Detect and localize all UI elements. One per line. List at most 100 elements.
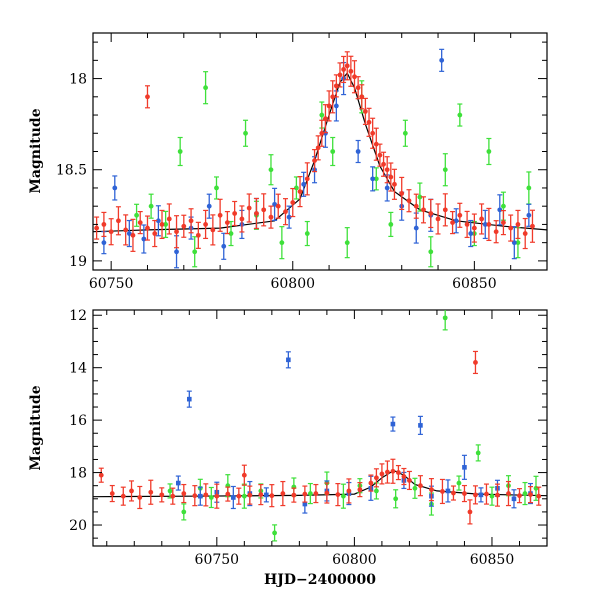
data-point — [263, 487, 269, 503]
data-point — [246, 193, 252, 223]
data-point — [304, 220, 310, 247]
data-point — [228, 220, 234, 247]
data-point — [337, 62, 343, 88]
data-point — [340, 483, 346, 509]
data-point — [181, 214, 187, 238]
data-point — [144, 85, 150, 109]
data-point — [522, 481, 528, 506]
y-tick-label: 16 — [69, 413, 87, 429]
data-point — [315, 135, 321, 161]
data-point — [355, 76, 361, 100]
y-tick-label: 18 — [69, 72, 87, 88]
data-point — [330, 136, 336, 167]
data-point — [493, 220, 499, 244]
data-point — [253, 197, 259, 230]
bottom-panel: 60750 60800 60850 12 14 16 18 20 Magnitude HJD−… — [28, 308, 548, 588]
data-point — [333, 90, 339, 122]
data-point — [494, 483, 500, 507]
x-tick-label: 60850 — [470, 552, 515, 568]
data-point — [290, 187, 296, 218]
data-point — [112, 175, 118, 201]
data-point — [170, 487, 176, 505]
data-point — [272, 524, 278, 542]
data-point — [381, 151, 387, 177]
data-point — [486, 207, 492, 242]
data-point — [373, 167, 379, 191]
data-point — [508, 214, 514, 242]
data-point — [275, 193, 281, 219]
data-point — [450, 485, 456, 501]
top-panel: 60750 60800 60850 18 18.5 19 Magnitude — [28, 32, 548, 292]
top-plot-frame — [92, 32, 548, 271]
data-point — [373, 468, 379, 488]
data-point — [302, 485, 308, 503]
data-point — [123, 214, 129, 246]
data-point — [236, 487, 242, 505]
data-point — [483, 483, 489, 505]
data-point — [475, 444, 481, 462]
data-point — [241, 483, 247, 509]
data-point — [239, 205, 245, 233]
data-point — [393, 489, 399, 509]
data-point — [186, 390, 192, 408]
data-point — [526, 171, 532, 205]
data-point — [129, 480, 135, 502]
data-point — [335, 483, 341, 507]
data-point — [479, 203, 485, 235]
data-point — [505, 480, 511, 507]
data-point — [366, 107, 372, 137]
data-point — [472, 485, 478, 505]
data-point — [346, 478, 352, 504]
data-point — [324, 482, 330, 504]
y-tick-label: 19 — [69, 254, 87, 270]
data-point — [439, 478, 445, 505]
data-point — [355, 139, 361, 164]
data-point — [461, 454, 467, 480]
data-point — [399, 176, 405, 211]
data-point — [213, 176, 219, 200]
data-point — [126, 219, 132, 248]
bottom-model-layer — [93, 470, 547, 498]
x-tick-label: 60750 — [195, 552, 240, 568]
data-point — [188, 208, 194, 234]
data-point — [439, 48, 445, 72]
data-point — [269, 484, 275, 508]
data-point — [163, 210, 169, 239]
data-point — [280, 480, 286, 507]
data-point — [370, 166, 376, 192]
model-curve — [93, 470, 547, 498]
data-point — [326, 90, 332, 122]
data-point — [166, 203, 172, 235]
data-point — [412, 477, 418, 499]
data-point — [297, 176, 303, 208]
data-point — [500, 210, 506, 236]
data-point — [203, 483, 209, 507]
data-point — [304, 162, 310, 196]
data-point — [442, 310, 448, 331]
data-point — [286, 205, 292, 229]
data-point — [402, 119, 408, 147]
data-point — [108, 218, 114, 246]
data-point — [159, 209, 165, 240]
data-point — [464, 210, 470, 239]
data-point — [197, 486, 203, 506]
bottom-plot-frame — [92, 309, 548, 547]
top-ylabel: Magnitude — [28, 108, 44, 193]
data-point — [450, 211, 456, 235]
data-point — [413, 193, 419, 219]
data-point — [370, 117, 376, 149]
data-point — [344, 227, 350, 259]
data-point — [208, 486, 214, 509]
data-point — [417, 415, 423, 435]
data-point — [511, 226, 517, 260]
data-point — [134, 203, 140, 227]
y-tick-label: 14 — [69, 361, 87, 377]
x-tick-label: 60800 — [270, 276, 315, 292]
data-point — [101, 211, 107, 238]
data-point — [203, 209, 209, 240]
data-point — [489, 486, 495, 506]
data-point — [486, 137, 492, 166]
data-point — [225, 486, 231, 502]
data-point — [181, 483, 187, 504]
